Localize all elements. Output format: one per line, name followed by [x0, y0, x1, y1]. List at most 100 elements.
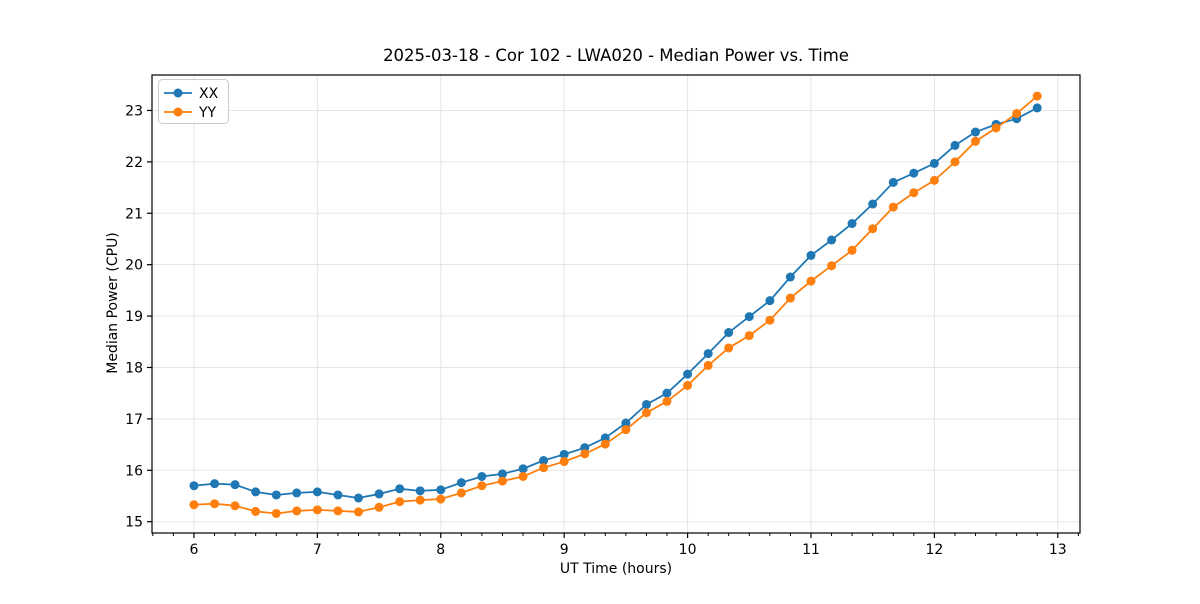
- data-point: [374, 489, 384, 499]
- y-tick-label: 18: [125, 360, 143, 376]
- data-point: [374, 502, 384, 512]
- legend: XX YY: [158, 79, 229, 124]
- data-point: [395, 484, 405, 494]
- data-point: [497, 476, 507, 486]
- data-point: [662, 396, 672, 406]
- x-axis-label: UT Time (hours): [560, 561, 672, 577]
- data-point: [230, 480, 240, 490]
- y-tick-label: 19: [125, 309, 143, 325]
- data-point: [765, 296, 775, 306]
- data-point: [683, 369, 693, 379]
- data-point: [929, 175, 939, 185]
- y-axis-label: Median Power (CPU): [105, 232, 121, 374]
- data-point: [312, 505, 322, 515]
- data-point: [641, 408, 651, 418]
- x-tick-label: 7: [313, 542, 322, 558]
- data-point: [292, 506, 302, 516]
- data-point: [703, 360, 713, 370]
- tick-labels: 6 7 8 9 10 11 12 13 15 16 17 18 19 20 21 22 23: [125, 103, 1067, 558]
- data-point: [539, 456, 549, 466]
- data-point: [970, 136, 980, 146]
- data-point: [827, 261, 837, 271]
- legend-marker-xx-icon: [173, 88, 183, 98]
- data-point: [909, 188, 919, 198]
- x-tick-label: 11: [802, 542, 820, 558]
- y-tick-label: 16: [125, 463, 143, 479]
- data-point: [189, 500, 199, 510]
- data-point: [210, 479, 220, 489]
- data-point: [744, 331, 754, 341]
- legend-label-yy: YY: [198, 105, 217, 121]
- data-point: [456, 488, 466, 498]
- x-tick-label: 13: [1049, 542, 1067, 558]
- y-tick-label: 17: [125, 412, 143, 428]
- data-series: [189, 91, 1042, 518]
- y-tick-label: 15: [125, 515, 143, 531]
- legend-marker-yy-icon: [173, 107, 183, 117]
- series-yy-line: [193, 95, 1039, 515]
- data-point: [785, 272, 795, 282]
- data-point: [271, 490, 281, 500]
- data-point: [703, 349, 713, 359]
- plot-border: [151, 74, 1081, 534]
- data-point: [271, 508, 281, 518]
- data-point: [950, 157, 960, 167]
- data-point: [456, 478, 466, 488]
- data-point: [518, 464, 528, 474]
- data-point: [970, 127, 980, 137]
- data-point: [662, 388, 672, 398]
- data-point: [292, 488, 302, 498]
- x-tick-label: 12: [925, 542, 943, 558]
- data-point: [868, 224, 878, 234]
- data-point: [888, 177, 898, 187]
- legend-label-xx: XX: [199, 86, 219, 102]
- data-point: [395, 497, 405, 507]
- data-point: [1032, 91, 1042, 101]
- y-tick-label: 22: [125, 155, 143, 171]
- data-point: [929, 158, 939, 168]
- data-point: [806, 276, 816, 286]
- data-point: [909, 168, 919, 178]
- data-point: [765, 315, 775, 325]
- chart-title: 2025-03-18 - Cor 102 - LWA020 - Median P…: [383, 46, 849, 65]
- data-point: [518, 471, 528, 481]
- data-point: [621, 418, 631, 428]
- data-point: [724, 328, 734, 338]
- data-point: [312, 487, 322, 497]
- data-point: [806, 250, 816, 260]
- data-point: [621, 425, 631, 435]
- data-point: [415, 486, 425, 496]
- data-point: [580, 443, 590, 453]
- data-point: [353, 507, 363, 517]
- data-point: [251, 506, 261, 516]
- data-point: [683, 380, 693, 390]
- data-point: [600, 439, 610, 449]
- data-point: [827, 235, 837, 245]
- data-point: [641, 399, 651, 409]
- axes: [147, 74, 1081, 538]
- data-point: [950, 140, 960, 150]
- x-tick-label: 10: [679, 542, 697, 558]
- data-point: [724, 343, 734, 353]
- data-point: [333, 506, 343, 516]
- data-point: [847, 219, 857, 229]
- data-point: [1032, 103, 1042, 113]
- data-point: [210, 499, 220, 509]
- series-xx-line: [193, 106, 1039, 499]
- data-point: [230, 501, 240, 511]
- data-point: [251, 487, 261, 497]
- data-point: [868, 199, 878, 209]
- data-point: [847, 245, 857, 255]
- data-point: [600, 433, 610, 443]
- series-xx: [189, 103, 1042, 503]
- data-point: [497, 469, 507, 479]
- data-point: [477, 481, 487, 491]
- data-point: [353, 493, 363, 503]
- x-tick-label: 9: [560, 542, 569, 558]
- x-tick-label: 8: [436, 542, 445, 558]
- data-point: [539, 463, 549, 473]
- data-point: [580, 449, 590, 459]
- data-point: [436, 494, 446, 504]
- data-point: [1012, 109, 1022, 119]
